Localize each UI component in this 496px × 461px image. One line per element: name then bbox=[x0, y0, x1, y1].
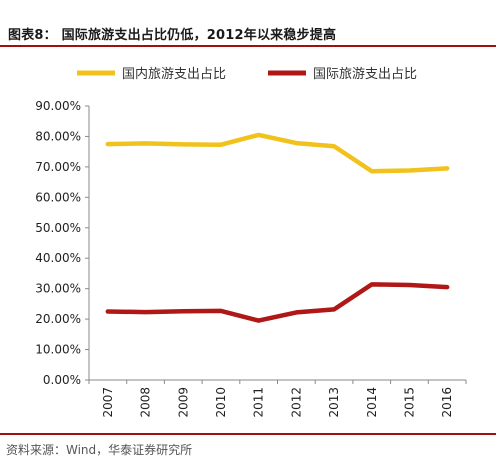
chart-axes: 0.00% 10.00% 20.00% 30.00% 40.00% 50.00% 60.00… bbox=[35, 99, 466, 418]
x-tick-label: 2014 bbox=[365, 387, 379, 418]
y-tick-label: 90.00% bbox=[35, 99, 81, 113]
x-tick-label: 2013 bbox=[327, 387, 341, 418]
source-note: 资料来源：Wind，华泰证券研究所 bbox=[6, 441, 192, 458]
y-tick-label: 50.00% bbox=[35, 221, 81, 235]
legend-label-2: 国际旅游支出占比 bbox=[313, 67, 417, 82]
x-tick-label: 2016 bbox=[440, 387, 454, 418]
x-tick-label: 2011 bbox=[252, 387, 266, 418]
y-tick-label: 70.00% bbox=[35, 160, 81, 174]
series-line-1 bbox=[108, 135, 447, 171]
y-tick-label: 80.00% bbox=[35, 129, 81, 143]
y-tick-label: 20.00% bbox=[35, 312, 81, 326]
y-tick-label: 0.00% bbox=[43, 373, 81, 387]
y-tick-label: 30.00% bbox=[35, 282, 81, 296]
x-tick-label: 2010 bbox=[214, 387, 228, 418]
x-tick-label: 2015 bbox=[402, 387, 416, 418]
x-tick-label: 2012 bbox=[289, 387, 303, 418]
chart-series bbox=[108, 135, 447, 321]
x-tick-label: 2007 bbox=[101, 387, 115, 418]
x-tick-label: 2008 bbox=[139, 387, 153, 418]
y-tick-label: 10.00% bbox=[35, 343, 81, 357]
y-tick-label: 40.00% bbox=[35, 251, 81, 265]
chart-legend: 国内旅游支出占比 国际旅游支出占比 bbox=[77, 66, 417, 82]
source-divider bbox=[0, 433, 496, 435]
legend-label-1: 国内旅游支出占比 bbox=[122, 66, 226, 82]
series-line-2 bbox=[108, 284, 447, 320]
x-tick-label: 2009 bbox=[176, 387, 190, 418]
y-tick-label: 60.00% bbox=[35, 190, 81, 204]
